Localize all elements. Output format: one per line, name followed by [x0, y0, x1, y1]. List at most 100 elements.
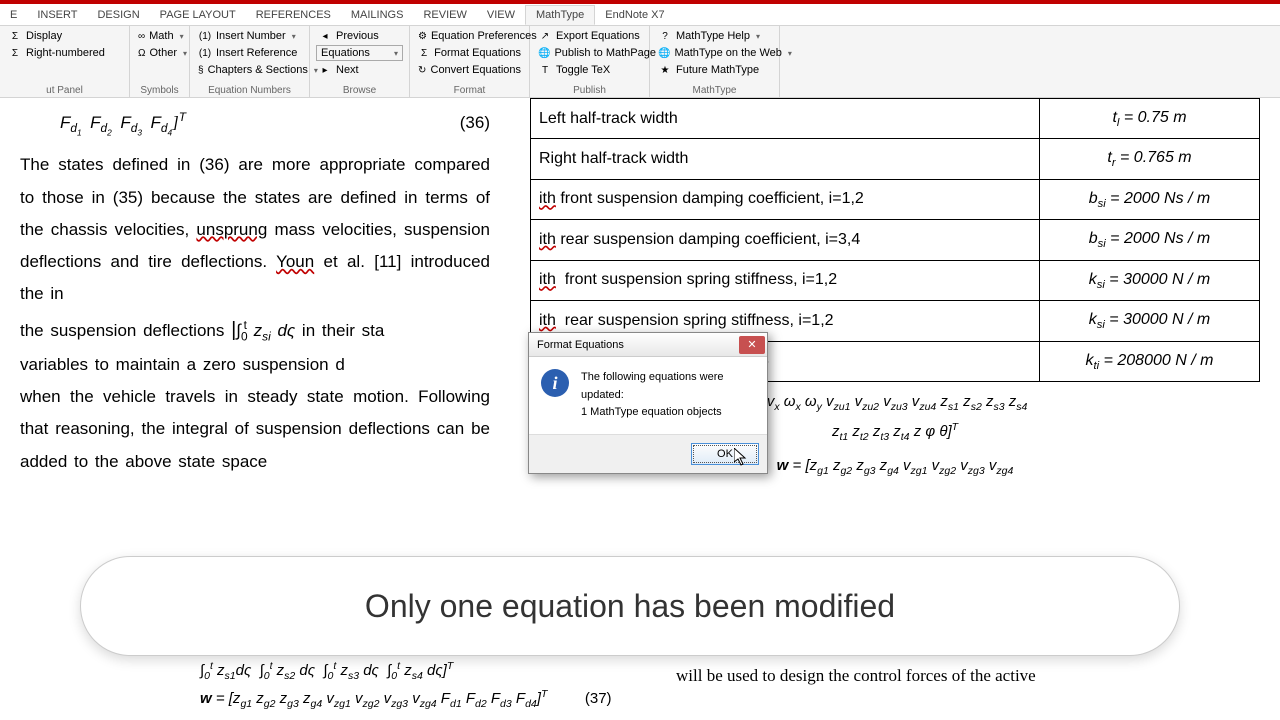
future-label: Future MathType: [676, 64, 759, 76]
tab-view[interactable]: VIEW: [477, 6, 525, 24]
future-icon: ★: [658, 63, 672, 77]
tab-mathtype[interactable]: MathType: [525, 5, 595, 25]
tab-review[interactable]: REVIEW: [413, 6, 476, 24]
cell-label: Left half-track width: [531, 99, 1040, 139]
tab-insert[interactable]: INSERT: [27, 6, 87, 24]
group-label: Browse: [310, 85, 409, 96]
equation-number: (36): [460, 107, 490, 139]
tab-references[interactable]: REFERENCES: [246, 6, 341, 24]
other-button[interactable]: ΩOther▾: [136, 45, 183, 61]
tab-pagelayout[interactable]: PAGE LAYOUT: [150, 6, 246, 24]
table-row: ith front suspension damping coefficient…: [531, 179, 1260, 219]
dialog-line2: 1 MathType equation objects: [581, 404, 755, 422]
export-icon: ↗: [538, 29, 552, 43]
help-label: MathType Help: [676, 30, 750, 42]
format-equations-dialog: Format Equations ✕ i The following equat…: [528, 332, 768, 474]
bottom-paragraph: will be used to design the control force…: [676, 660, 1036, 692]
chevron-down-icon: ▾: [788, 49, 792, 58]
next-button[interactable]: ▸ Next: [316, 62, 403, 78]
convert-eq-button[interactable]: ↻Convert Equations: [416, 62, 523, 78]
chapter-icon: §: [198, 63, 204, 77]
dialog-line1: The following equations were updated:: [581, 369, 755, 404]
paragraph: variables to maintain a zero suspension …: [20, 349, 490, 381]
cell-label: Right half-track width: [531, 139, 1040, 179]
paragraph: when the vehicle travels in steady state…: [20, 381, 490, 478]
insnum-label: Insert Number: [216, 30, 286, 42]
tex-icon: T: [538, 63, 552, 77]
cell-value: ksi = 30000 N / m: [1040, 301, 1260, 341]
cell-value: tr = 0.765 m: [1040, 139, 1260, 179]
chapters-sections-button[interactable]: §Chapters & Sections▾: [196, 62, 303, 78]
publish-label: Publish to MathPage: [554, 47, 656, 59]
eq-prefs-button[interactable]: ⚙Equation Preferences: [416, 28, 523, 44]
group-label: Publish: [530, 85, 649, 96]
web-button[interactable]: 🌐MathType on the Web▾: [656, 45, 773, 61]
callout-bubble: Only one equation has been modified: [80, 556, 1180, 656]
info-icon: i: [541, 369, 569, 397]
prev-icon: ◂: [318, 29, 332, 43]
close-button[interactable]: ✕: [739, 336, 765, 354]
tab-mailings[interactable]: MAILINGS: [341, 6, 414, 24]
cell-value: kti = 208000 N / m: [1040, 341, 1260, 381]
chevron-down-icon: ▾: [292, 32, 296, 41]
equations-dropdown[interactable]: Equations▾: [316, 45, 403, 61]
ribbon: ΣDisplay ΣRight-numbered ut Panel ∞Math▾…: [0, 26, 1280, 98]
tab-design[interactable]: DESIGN: [87, 6, 149, 24]
cell-value: tl = 0.75 m: [1040, 99, 1260, 139]
chevron-down-icon: ▾: [756, 32, 760, 41]
right-numbered-button[interactable]: ΣRight-numbered: [6, 45, 123, 61]
table-row: ith front suspension spring stiffness, i…: [531, 260, 1260, 300]
publish-icon: 🌐: [538, 46, 550, 60]
equation-36: Fd1 Fd2 Fd3 Fd4]T: [60, 106, 186, 141]
group-label: Equation Numbers: [190, 85, 309, 96]
paragraph: The states defined in (36) are more appr…: [20, 149, 490, 310]
dialog-titlebar[interactable]: Format Equations ✕: [529, 333, 767, 357]
format-eq-button[interactable]: ΣFormat Equations: [416, 45, 523, 61]
omega-icon: Ω: [138, 46, 145, 60]
cell-value: ksi = 30000 N / m: [1040, 260, 1260, 300]
insref-label: Insert Reference: [216, 47, 297, 59]
future-button[interactable]: ★ Future MathType: [656, 62, 773, 78]
toggle-tex-button[interactable]: TToggle TeX: [536, 62, 643, 78]
bottom-equations: ∫0t zs1dς ∫0t zs2 dς ∫0t zs3 dς ∫0t zs4 …: [200, 660, 612, 710]
math-button[interactable]: ∞Math▾: [136, 28, 183, 44]
cell-label: ith rear suspension damping coefficient,…: [531, 220, 1040, 260]
table-row: Right half-track widthtr = 0.765 m: [531, 139, 1260, 179]
tab-file[interactable]: E: [0, 6, 27, 24]
cell-value: bsi = 2000 Ns / m: [1040, 220, 1260, 260]
previous-button[interactable]: ◂Previous: [316, 28, 403, 44]
ref-icon: (1): [198, 46, 212, 60]
tab-endnote[interactable]: EndNote X7: [595, 6, 674, 24]
chevron-down-icon: ▾: [394, 49, 398, 58]
next-label: Next: [336, 64, 359, 76]
paragraph: the suspension deflections |∫0t zsi dς i…: [20, 311, 490, 349]
group-label: Symbols: [130, 85, 189, 96]
cell-label: ith front suspension damping coefficient…: [531, 179, 1040, 219]
table-row: Left half-track widthtl = 0.75 m: [531, 99, 1260, 139]
web-label: MathType on the Web: [674, 47, 781, 59]
insert-reference-button[interactable]: (1) Insert Reference: [196, 45, 303, 61]
insert-number-button[interactable]: (1) Insert Number ▾: [196, 28, 303, 44]
web-icon: 🌐: [658, 46, 670, 60]
ok-button[interactable]: OK: [691, 443, 759, 465]
help-icon: ?: [658, 29, 672, 43]
export-label: Export Equations: [556, 30, 640, 42]
publish-button[interactable]: 🌐Publish to MathPage: [536, 45, 643, 61]
cell-label: ith front suspension spring stiffness, i…: [531, 260, 1040, 300]
ribbon-tabs: E INSERT DESIGN PAGE LAYOUT REFERENCES M…: [0, 4, 1280, 26]
display-button[interactable]: Σ Display: [6, 28, 123, 44]
chevron-down-icon: ▾: [180, 32, 184, 41]
display-label: Display: [26, 30, 62, 42]
prefs-icon: ⚙: [418, 29, 427, 43]
chevron-down-icon: ▾: [183, 49, 187, 58]
format-icon: Σ: [418, 46, 430, 60]
group-label: MathType: [650, 85, 779, 96]
help-button[interactable]: ? MathType Help ▾: [656, 28, 773, 44]
number-icon: (1): [198, 29, 212, 43]
chapsec-label: Chapters & Sections: [208, 64, 308, 76]
convert-icon: ↻: [418, 63, 427, 77]
next-icon: ▸: [318, 63, 332, 77]
export-eq-button[interactable]: ↗ Export Equations: [536, 28, 643, 44]
sigma-icon: Σ: [8, 29, 22, 43]
close-icon: ✕: [747, 338, 756, 351]
